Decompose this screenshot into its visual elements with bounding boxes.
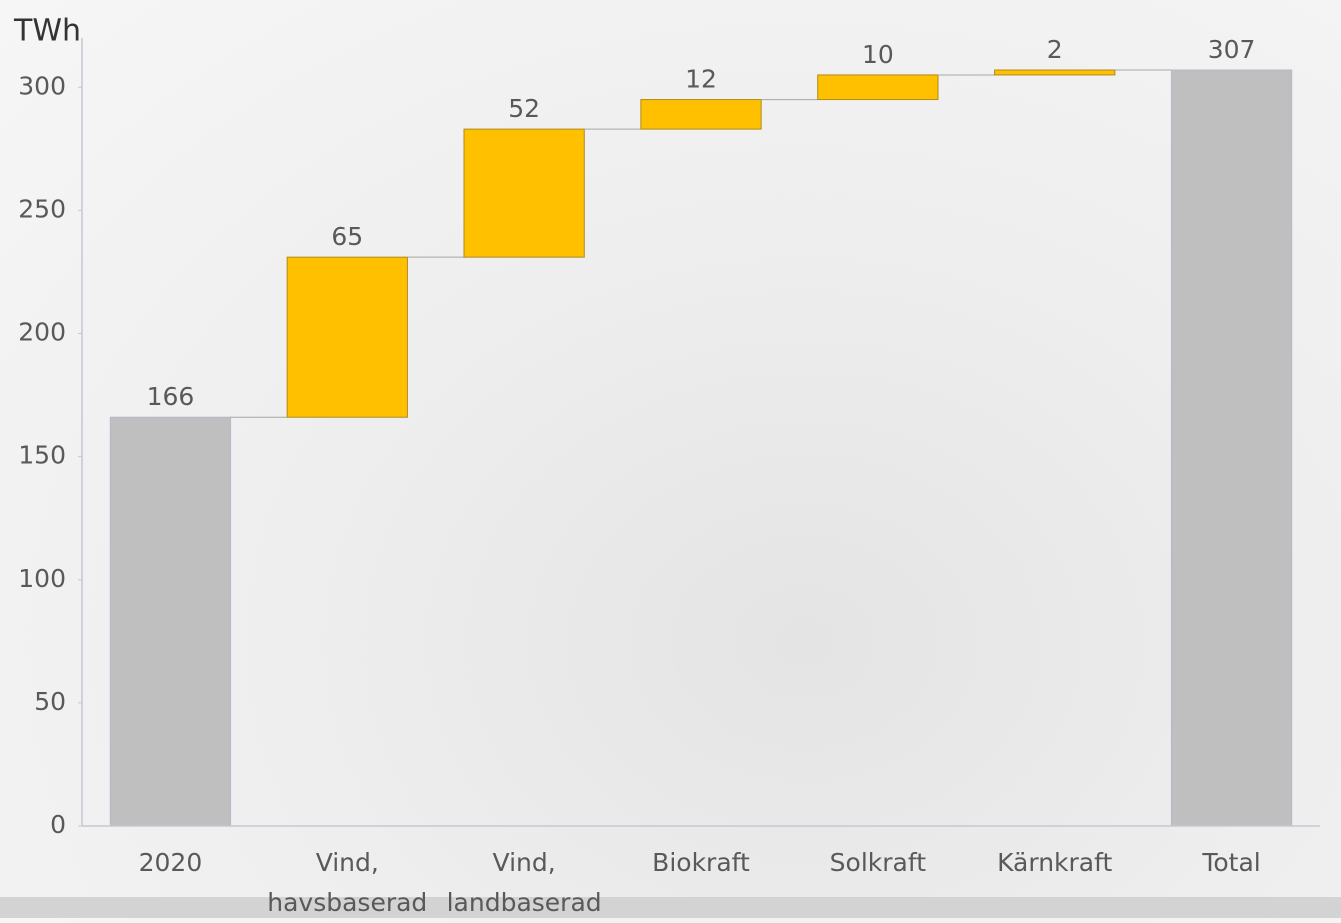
y-tick-label: 200 [18,318,66,347]
x-tick-label: Solkraft [829,848,927,877]
data-label: 65 [331,222,363,251]
y-tick-label: 100 [18,564,66,593]
x-tick-label: Biokraft [652,848,750,877]
bar [463,128,585,258]
x-tick-label: Kärnkraft [997,848,1113,877]
data-label: 166 [147,382,195,411]
y-tick-label: 0 [50,810,66,839]
bar [994,69,1116,76]
data-label: 12 [685,65,717,94]
y-axis-unit: TWh [13,14,81,49]
bar [817,74,939,101]
bar [640,99,762,130]
y-tick-label: 50 [34,687,66,716]
y-tick-label: 300 [18,71,66,100]
x-tick-label: 2020 [138,848,203,877]
y-tick-label: 250 [18,194,66,223]
x-tick-label: Total [1202,848,1261,877]
x-tick-label: Vind, havsbaserad [267,848,428,917]
footer-strip [0,897,1341,918]
data-label: 52 [508,94,540,123]
data-label: 307 [1208,35,1256,64]
data-label: 10 [862,40,894,69]
y-tick-label: 150 [18,441,66,470]
x-tick-label: Vind, landbaserad [446,848,602,917]
bar [109,416,232,827]
data-label: 2 [1047,35,1063,64]
bar [1170,69,1293,827]
bar [286,256,408,418]
